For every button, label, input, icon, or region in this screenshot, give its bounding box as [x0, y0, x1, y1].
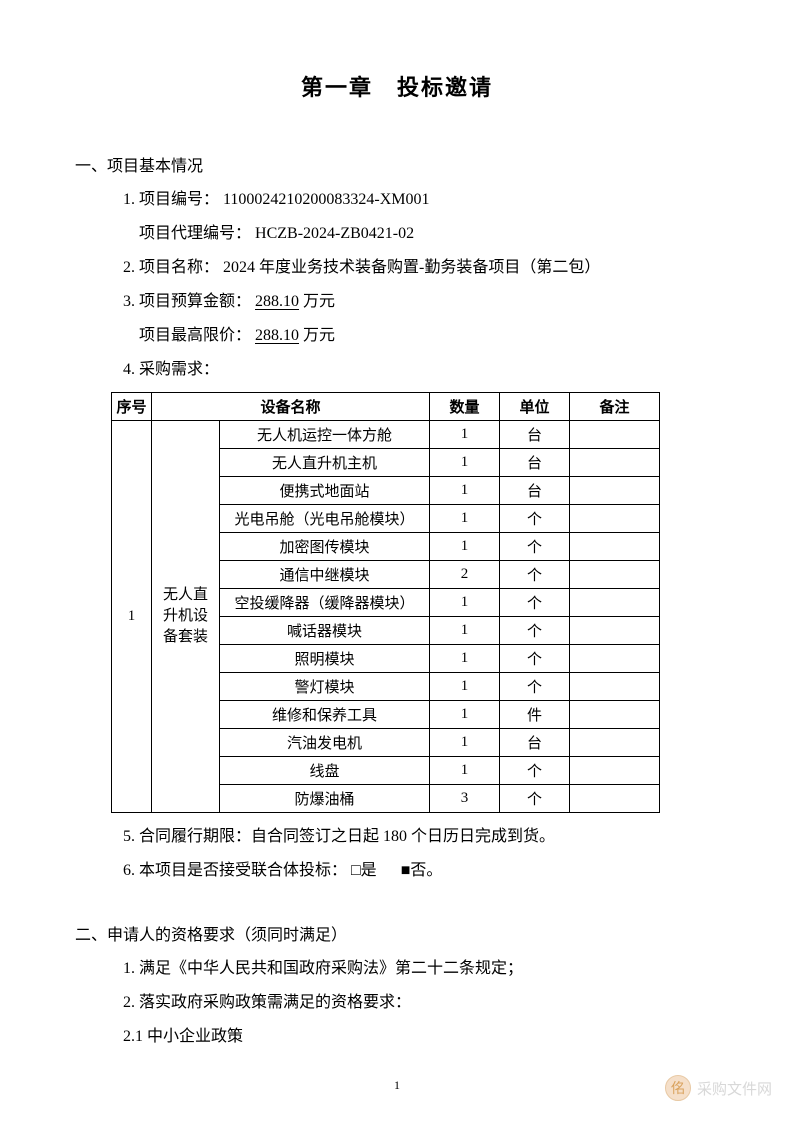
th-qty: 数量	[430, 393, 500, 421]
value-project-number: 1100024210200083324-XM001	[223, 191, 430, 208]
td-group-label: 无人直升机设备套装	[152, 421, 220, 813]
td-group-seq: 1	[112, 421, 152, 813]
line-consortium: 6. 本项目是否接受联合体投标： □是 ■否。	[123, 855, 719, 887]
watermark-text: 采购文件网	[697, 1078, 772, 1099]
td-remark	[570, 589, 660, 617]
value-agent-number: HCZB-2024-ZB0421-02	[255, 225, 414, 242]
td-name: 便携式地面站	[220, 477, 430, 505]
td-unit: 台	[500, 421, 570, 449]
section2-l21: 2.1 中小企业政策	[123, 1021, 719, 1053]
checkbox-no: ■否。	[401, 855, 443, 887]
label-consortium: 6. 本项目是否接受联合体投标：	[123, 862, 347, 879]
td-name: 照明模块	[220, 645, 430, 673]
watermark: 佲 采购文件网	[665, 1075, 772, 1101]
td-name: 无人直升机主机	[220, 449, 430, 477]
line-budget: 3. 项目预算金额： 288.10 万元	[123, 286, 719, 318]
td-unit: 个	[500, 617, 570, 645]
td-remark	[570, 785, 660, 813]
line-max-price: 项目最高限价： 288.10 万元	[139, 320, 719, 352]
td-unit: 台	[500, 729, 570, 757]
td-remark	[570, 757, 660, 785]
line-project-number: 1. 项目编号： 1100024210200083324-XM001	[123, 184, 719, 216]
td-qty: 2	[430, 561, 500, 589]
td-qty: 1	[430, 477, 500, 505]
td-remark	[570, 421, 660, 449]
td-unit: 个	[500, 505, 570, 533]
unit-max-price: 万元	[303, 327, 335, 344]
value-max-price: 288.10	[255, 327, 299, 344]
td-unit: 件	[500, 701, 570, 729]
td-qty: 1	[430, 757, 500, 785]
td-qty: 1	[430, 533, 500, 561]
td-name: 空投缓降器（缓降器模块）	[220, 589, 430, 617]
td-qty: 1	[430, 421, 500, 449]
label-project-name: 2. 项目名称：	[123, 259, 219, 276]
td-remark	[570, 617, 660, 645]
td-qty: 1	[430, 645, 500, 673]
th-unit: 单位	[500, 393, 570, 421]
td-name: 维修和保养工具	[220, 701, 430, 729]
td-name: 加密图传模块	[220, 533, 430, 561]
td-remark	[570, 505, 660, 533]
td-qty: 1	[430, 673, 500, 701]
td-qty: 1	[430, 729, 500, 757]
label-project-number: 1. 项目编号：	[123, 191, 219, 208]
td-name: 无人机运控一体方舱	[220, 421, 430, 449]
td-qty: 3	[430, 785, 500, 813]
label-max-price: 项目最高限价：	[139, 327, 251, 344]
td-name: 线盘	[220, 757, 430, 785]
td-name: 汽油发电机	[220, 729, 430, 757]
label-agent-number: 项目代理编号：	[139, 225, 251, 242]
section2-heading: 二、申请人的资格要求（须同时满足）	[75, 921, 719, 945]
td-name: 警灯模块	[220, 673, 430, 701]
line-procurement-needs: 4. 采购需求：	[123, 354, 719, 386]
value-project-name: 2024 年度业务技术装备购置-勤务装备项目（第二包）	[223, 259, 600, 276]
td-remark	[570, 729, 660, 757]
th-remark: 备注	[570, 393, 660, 421]
section2-l2: 2. 落实政府采购政策需满足的资格要求：	[123, 987, 719, 1019]
section2-l1: 1. 满足《中华人民共和国政府采购法》第二十二条规定；	[123, 953, 719, 985]
td-unit: 个	[500, 673, 570, 701]
checkbox-yes: □是	[351, 855, 377, 887]
td-qty: 1	[430, 617, 500, 645]
table-row: 1无人直升机设备套装无人机运控一体方舱1台	[112, 421, 660, 449]
value-budget: 288.10	[255, 293, 299, 310]
td-name: 喊话器模块	[220, 617, 430, 645]
section1-heading: 一、项目基本情况	[75, 152, 719, 176]
td-remark	[570, 533, 660, 561]
td-name: 防爆油桶	[220, 785, 430, 813]
td-name: 光电吊舱（光电吊舱模块）	[220, 505, 430, 533]
td-unit: 个	[500, 561, 570, 589]
td-remark	[570, 645, 660, 673]
td-unit: 个	[500, 757, 570, 785]
td-unit: 台	[500, 477, 570, 505]
td-qty: 1	[430, 589, 500, 617]
line-project-name: 2. 项目名称： 2024 年度业务技术装备购置-勤务装备项目（第二包）	[123, 252, 719, 284]
td-qty: 1	[430, 505, 500, 533]
table-header-row: 序号 设备名称 数量 单位 备注	[112, 393, 660, 421]
td-unit: 个	[500, 785, 570, 813]
td-remark	[570, 561, 660, 589]
th-seq: 序号	[112, 393, 152, 421]
td-unit: 个	[500, 533, 570, 561]
td-name: 通信中继模块	[220, 561, 430, 589]
td-unit: 个	[500, 589, 570, 617]
watermark-icon: 佲	[665, 1075, 691, 1101]
td-unit: 台	[500, 449, 570, 477]
th-name: 设备名称	[152, 393, 430, 421]
line-contract-period: 5. 合同履行期限：自合同签订之日起 180 个日历日完成到货。	[123, 821, 719, 853]
equipment-table: 序号 设备名称 数量 单位 备注 1无人直升机设备套装无人机运控一体方舱1台无人…	[111, 392, 660, 813]
label-budget: 3. 项目预算金额：	[123, 293, 251, 310]
td-qty: 1	[430, 449, 500, 477]
td-remark	[570, 449, 660, 477]
td-unit: 个	[500, 645, 570, 673]
td-qty: 1	[430, 701, 500, 729]
td-remark	[570, 673, 660, 701]
unit-budget: 万元	[303, 293, 335, 310]
chapter-title: 第一章 投标邀请	[75, 70, 719, 102]
line-agent-number: 项目代理编号： HCZB-2024-ZB0421-02	[139, 218, 719, 250]
td-remark	[570, 477, 660, 505]
td-remark	[570, 701, 660, 729]
